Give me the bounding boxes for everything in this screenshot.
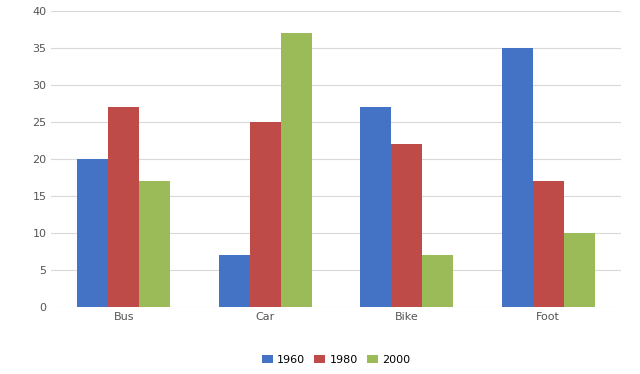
- Bar: [564, 233, 595, 307]
- Bar: [281, 33, 312, 307]
- Legend: 1960, 1980, 2000: 1960, 1980, 2000: [257, 351, 415, 370]
- Bar: [77, 159, 108, 307]
- Bar: [140, 181, 170, 307]
- Bar: [391, 144, 422, 307]
- Bar: [422, 255, 453, 307]
- Bar: [532, 181, 564, 307]
- Bar: [502, 48, 532, 307]
- Bar: [219, 255, 250, 307]
- Bar: [108, 107, 140, 307]
- Bar: [250, 122, 281, 307]
- Bar: [360, 107, 391, 307]
